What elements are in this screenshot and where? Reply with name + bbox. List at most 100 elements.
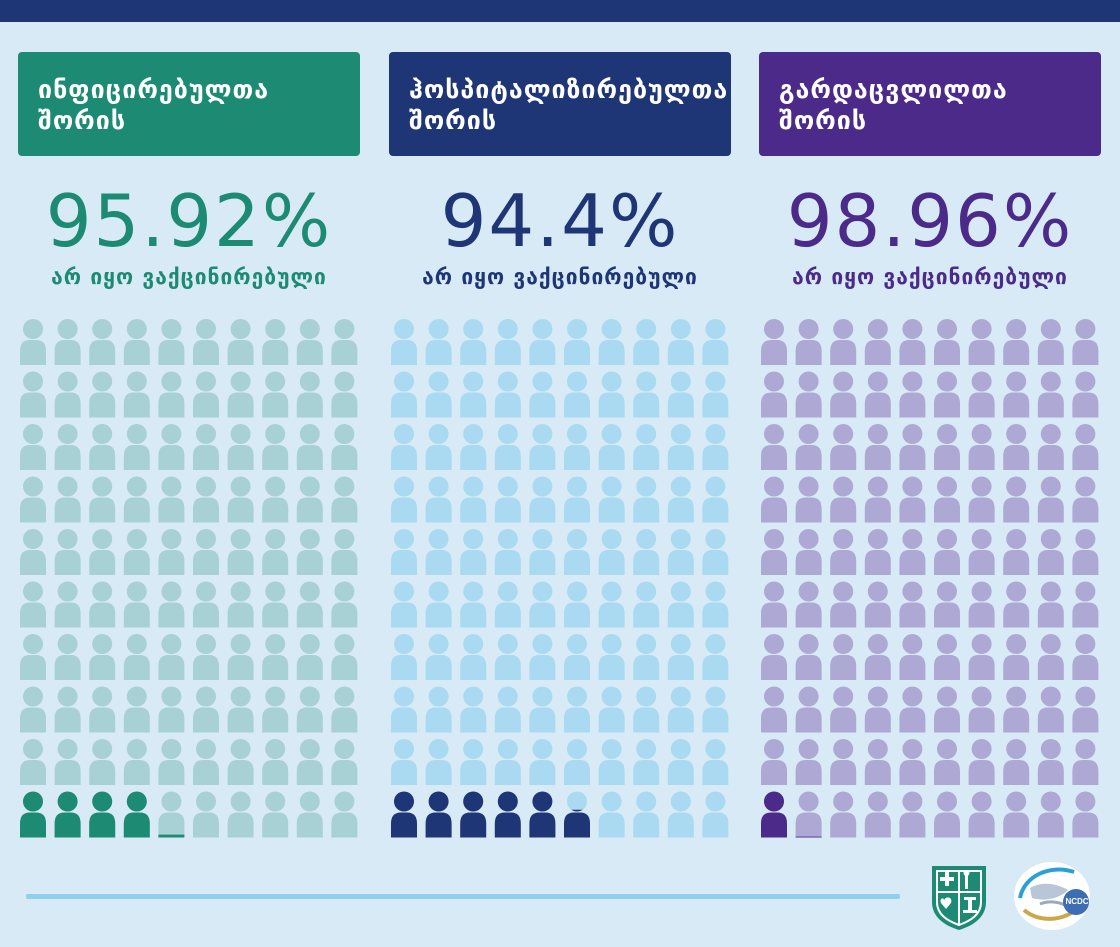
person-icon [89, 686, 116, 733]
person-icon [494, 581, 521, 628]
person-icon [702, 476, 729, 523]
panel-title-line1: ჰოსპიტალიზირებულთა [409, 75, 729, 104]
person-icon [633, 791, 660, 838]
person-icon [968, 686, 995, 733]
person-icon [262, 581, 289, 628]
person-icon [54, 739, 81, 785]
person-icon [158, 581, 185, 628]
person-icon [830, 791, 857, 838]
person-icon [331, 319, 358, 365]
person-icon [899, 791, 926, 838]
person-icon [598, 424, 625, 470]
person-icon [20, 371, 46, 418]
person-icon [54, 319, 81, 365]
person-icon [968, 791, 995, 838]
person-icon [702, 686, 729, 733]
person-icon [123, 634, 150, 680]
person-icon [633, 424, 660, 470]
person-icon [89, 634, 116, 680]
person-icon [425, 739, 452, 785]
person-icon [296, 476, 323, 523]
person-icon [89, 424, 116, 470]
person-icon [864, 529, 891, 575]
person-icon [529, 581, 556, 628]
person-icon [667, 581, 694, 628]
person-icon [89, 581, 116, 628]
person-icon [564, 424, 590, 470]
person-icon-vaccinated [494, 791, 521, 838]
person-icon [391, 686, 417, 733]
person-icon [761, 319, 787, 365]
person-icon [968, 581, 995, 628]
person-icon [968, 424, 995, 470]
person-icon [262, 634, 289, 680]
person-icon [934, 476, 960, 523]
person-icon [296, 739, 323, 785]
person-icon [227, 319, 254, 365]
person-icon [193, 739, 219, 785]
person-icon [54, 581, 81, 628]
person-icon-vaccinated [20, 791, 46, 838]
person-icon [761, 371, 787, 418]
person-icon [795, 634, 822, 680]
person-icon [598, 791, 625, 838]
person-icon [460, 371, 487, 418]
person-icon [795, 319, 822, 365]
person-icon [598, 686, 625, 733]
person-icon [494, 739, 521, 785]
person-icon [331, 739, 358, 785]
person-icon [899, 424, 926, 470]
person-icon-grid-infected [20, 319, 358, 838]
person-icon-vaccinated [158, 834, 185, 838]
person-icon [158, 424, 185, 470]
person-icon [761, 529, 787, 575]
person-icon [54, 634, 81, 680]
person-icon [830, 424, 857, 470]
person-icon [20, 581, 46, 628]
person-icon [1037, 476, 1064, 523]
person-icon [761, 424, 787, 470]
person-icon [123, 529, 150, 575]
person-icon-grid-deceased [761, 319, 1099, 838]
person-icon [761, 476, 787, 523]
person-icon [89, 529, 116, 575]
person-icon [702, 424, 729, 470]
person-icon [494, 319, 521, 365]
person-icon [667, 371, 694, 418]
person-icon [702, 319, 729, 365]
person-icon [564, 371, 590, 418]
person-icon [529, 476, 556, 523]
person-icon [296, 634, 323, 680]
person-icon [830, 529, 857, 575]
person-icon [123, 319, 150, 365]
person-icon [89, 739, 116, 785]
person-icon [830, 476, 857, 523]
person-icon [227, 424, 254, 470]
person-icon [667, 739, 694, 785]
person-icon [564, 476, 590, 523]
person-icon [193, 371, 219, 418]
person-icon [598, 476, 625, 523]
person-icon [193, 529, 219, 575]
person-icon [460, 424, 487, 470]
person-icon [193, 791, 219, 838]
panel-title-line2: შორის [409, 106, 498, 135]
person-icon [968, 739, 995, 785]
person-icon-vaccinated [425, 791, 452, 838]
person-icon [864, 476, 891, 523]
person-icon [262, 371, 289, 418]
person-icon [123, 686, 150, 733]
person-icon [564, 319, 590, 365]
person-icon [899, 476, 926, 523]
person-icon [1003, 791, 1030, 838]
person-icon [158, 529, 185, 575]
person-icon [391, 319, 417, 365]
person-icon [158, 686, 185, 733]
person-icon [296, 791, 323, 838]
person-icon [296, 529, 323, 575]
person-icon [1003, 371, 1030, 418]
person-icon [331, 686, 358, 733]
person-icon [193, 686, 219, 733]
person-icon [89, 371, 116, 418]
person-icon [1072, 581, 1099, 628]
